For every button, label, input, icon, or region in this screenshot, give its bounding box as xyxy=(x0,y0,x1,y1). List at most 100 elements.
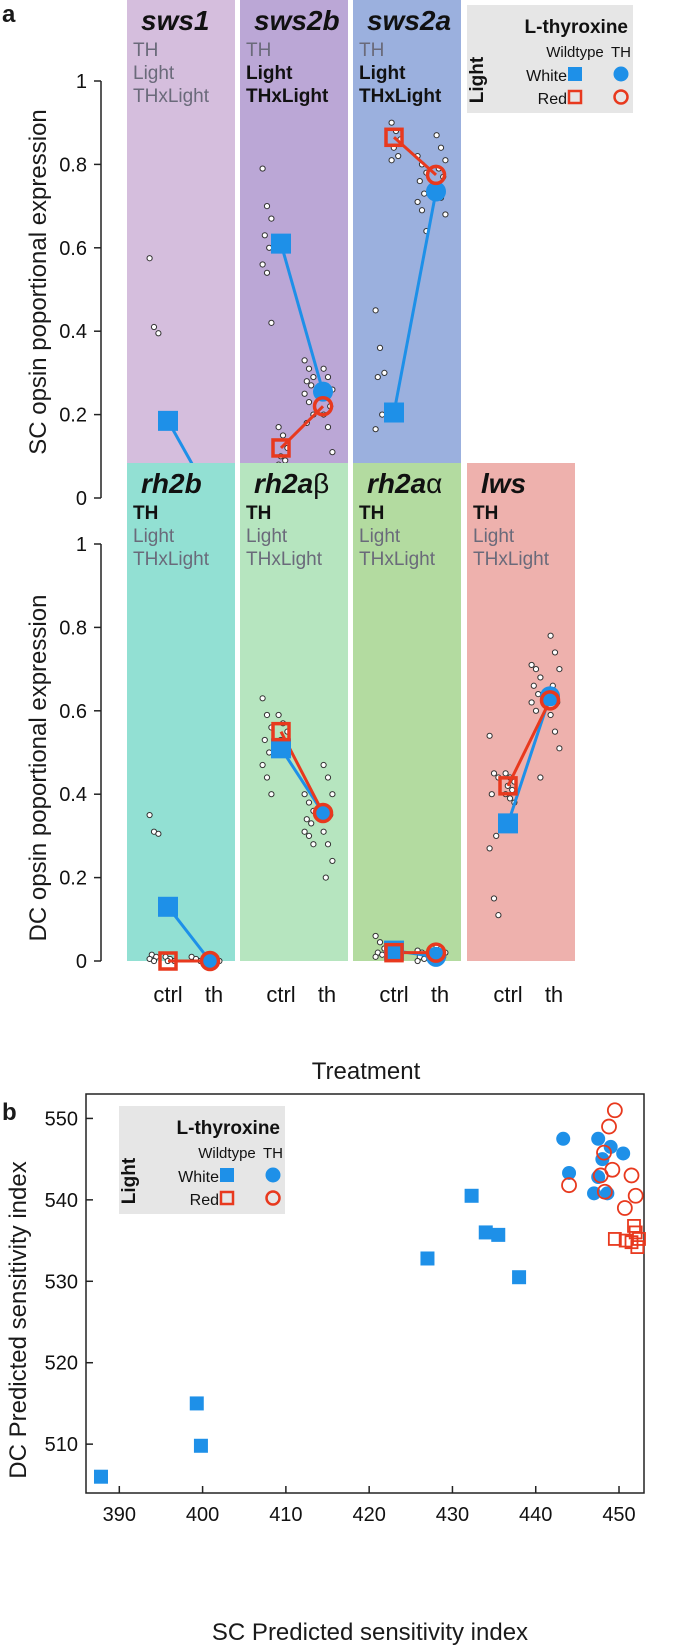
x-tick-label: 450 xyxy=(602,1504,635,1526)
y-tick-label: 0.4 xyxy=(59,321,87,343)
y-tick-label: 520 xyxy=(45,1353,78,1375)
legend-red-wildtype-square xyxy=(567,89,583,105)
x-tick-ctrl: ctrl xyxy=(266,982,295,1007)
legend-red-th-circle xyxy=(613,89,629,105)
panel-background xyxy=(467,463,575,961)
gene-name: rh2b xyxy=(141,468,202,499)
data-point-red-th xyxy=(329,857,336,865)
sensitivity-scatter-chart: 390 400 410 420 430 440 450 510 520 530 540 550 L-th… xyxy=(45,1093,646,1526)
panel-background xyxy=(353,0,461,498)
data-point-white-th xyxy=(303,378,310,385)
panel-background xyxy=(353,463,461,961)
data-point-white-ctrl xyxy=(155,830,162,837)
data-point-red-ctrl xyxy=(502,770,509,777)
mean-white-wildtype xyxy=(384,402,404,423)
point-white-th xyxy=(603,1139,618,1154)
y-tick-label: 0.8 xyxy=(59,617,87,639)
data-point-red-ctrl xyxy=(279,432,287,439)
data-point-white-ctrl xyxy=(268,791,275,798)
point-red-wildtype xyxy=(607,1232,622,1246)
data-point-white-ctrl xyxy=(146,255,153,262)
data-point-white-ctrl xyxy=(259,695,266,702)
panel-background xyxy=(240,0,348,498)
effect-label-thxlight: THxLight xyxy=(359,86,442,107)
point-red-th xyxy=(606,1102,623,1119)
point-red-th xyxy=(601,1118,617,1135)
data-point-white-ctrl xyxy=(155,330,162,337)
effect-label-th: TH xyxy=(359,503,384,524)
mean-red-th xyxy=(312,396,334,417)
y-tick-label: 530 xyxy=(45,1271,78,1293)
x-tick-label: 430 xyxy=(436,1504,469,1526)
data-point-white-ctrl xyxy=(150,323,158,331)
plot-frame xyxy=(85,1093,645,1494)
point-red-th xyxy=(623,1167,640,1184)
effect-label-light: Light xyxy=(246,63,293,84)
effect-label-light: Light xyxy=(359,63,406,84)
data-point-white-ctrl xyxy=(268,319,275,326)
effect-label-light: Light xyxy=(359,526,401,547)
gene-name: sws2b xyxy=(254,5,340,36)
data-point-red-th xyxy=(551,728,559,735)
legend-title: L-thyroxine xyxy=(177,1118,280,1139)
mean-white-th xyxy=(313,381,333,402)
data-point-white-ctrl xyxy=(486,845,493,852)
x-tick-ctrl: ctrl xyxy=(493,982,522,1007)
effect-label-thxlight: THxLight xyxy=(359,549,436,570)
x-tick-label: 410 xyxy=(269,1504,302,1526)
data-point-white-th xyxy=(305,832,313,840)
legend-col-wildtype: Wildtype xyxy=(546,44,604,61)
point-white-wildtype xyxy=(464,1188,479,1203)
data-point-red-th xyxy=(320,761,327,769)
data-point-white-th xyxy=(305,398,313,406)
data-point-red-th xyxy=(442,211,449,218)
point-white-th xyxy=(562,1165,577,1180)
red-light-line xyxy=(506,699,552,787)
x-tick-label: 440 xyxy=(519,1504,552,1526)
data-point-white-ctrl xyxy=(263,774,271,781)
mean-red-wildtype xyxy=(384,127,404,148)
legend-white-th-circle xyxy=(265,1167,281,1183)
data-point-white-th xyxy=(310,841,317,848)
data-point-red-ctrl xyxy=(388,119,395,126)
point-white-wildtype xyxy=(93,1469,108,1484)
sc-y-axis-label: SC opsin poportional expression xyxy=(25,109,52,455)
data-point-red-ctrl xyxy=(275,424,282,431)
data-point-white-th xyxy=(528,661,535,669)
mean-red-th xyxy=(425,164,447,186)
data-point-white-th xyxy=(308,382,315,389)
effect-label-th: TH xyxy=(133,503,158,524)
data-point-white-th xyxy=(414,957,421,965)
y-tick-label: 1 xyxy=(76,71,87,93)
effect-label-th: TH xyxy=(359,40,384,61)
legend-row-red: Red xyxy=(538,91,567,108)
legend-white-wildtype-square xyxy=(568,67,582,81)
y-tick-label: 0.6 xyxy=(59,701,87,723)
mean-red-wildtype xyxy=(384,942,404,963)
sc-opsin-chart: sws1THLightTHxLightsws2bTHLightTHxLights… xyxy=(59,0,633,510)
x-tick-label: 420 xyxy=(352,1504,385,1526)
legend-red-wildtype-square xyxy=(219,1190,235,1206)
legend-white-wildtype-square xyxy=(220,1168,234,1182)
data-point-white-ctrl xyxy=(150,957,158,965)
effect-label-light: Light xyxy=(246,526,288,547)
gene-name-suffix: α xyxy=(426,468,442,499)
data-point-white-ctrl xyxy=(146,811,153,819)
mean-white-th xyxy=(426,181,446,202)
mean-white-wildtype xyxy=(158,896,178,917)
data-point-red-th xyxy=(556,666,563,673)
effect-label-th: TH xyxy=(473,503,498,524)
data-point-white-th xyxy=(301,390,308,397)
data-point-red-th xyxy=(324,774,332,781)
mean-red-wildtype xyxy=(271,721,291,742)
data-point-white-th xyxy=(305,365,313,372)
data-point-white-th xyxy=(308,820,315,827)
mean-white-wildtype xyxy=(271,738,291,759)
effect-label-light: Light xyxy=(133,63,175,84)
data-point-red-ctrl xyxy=(275,711,282,719)
y-tick-label: 540 xyxy=(45,1190,78,1212)
